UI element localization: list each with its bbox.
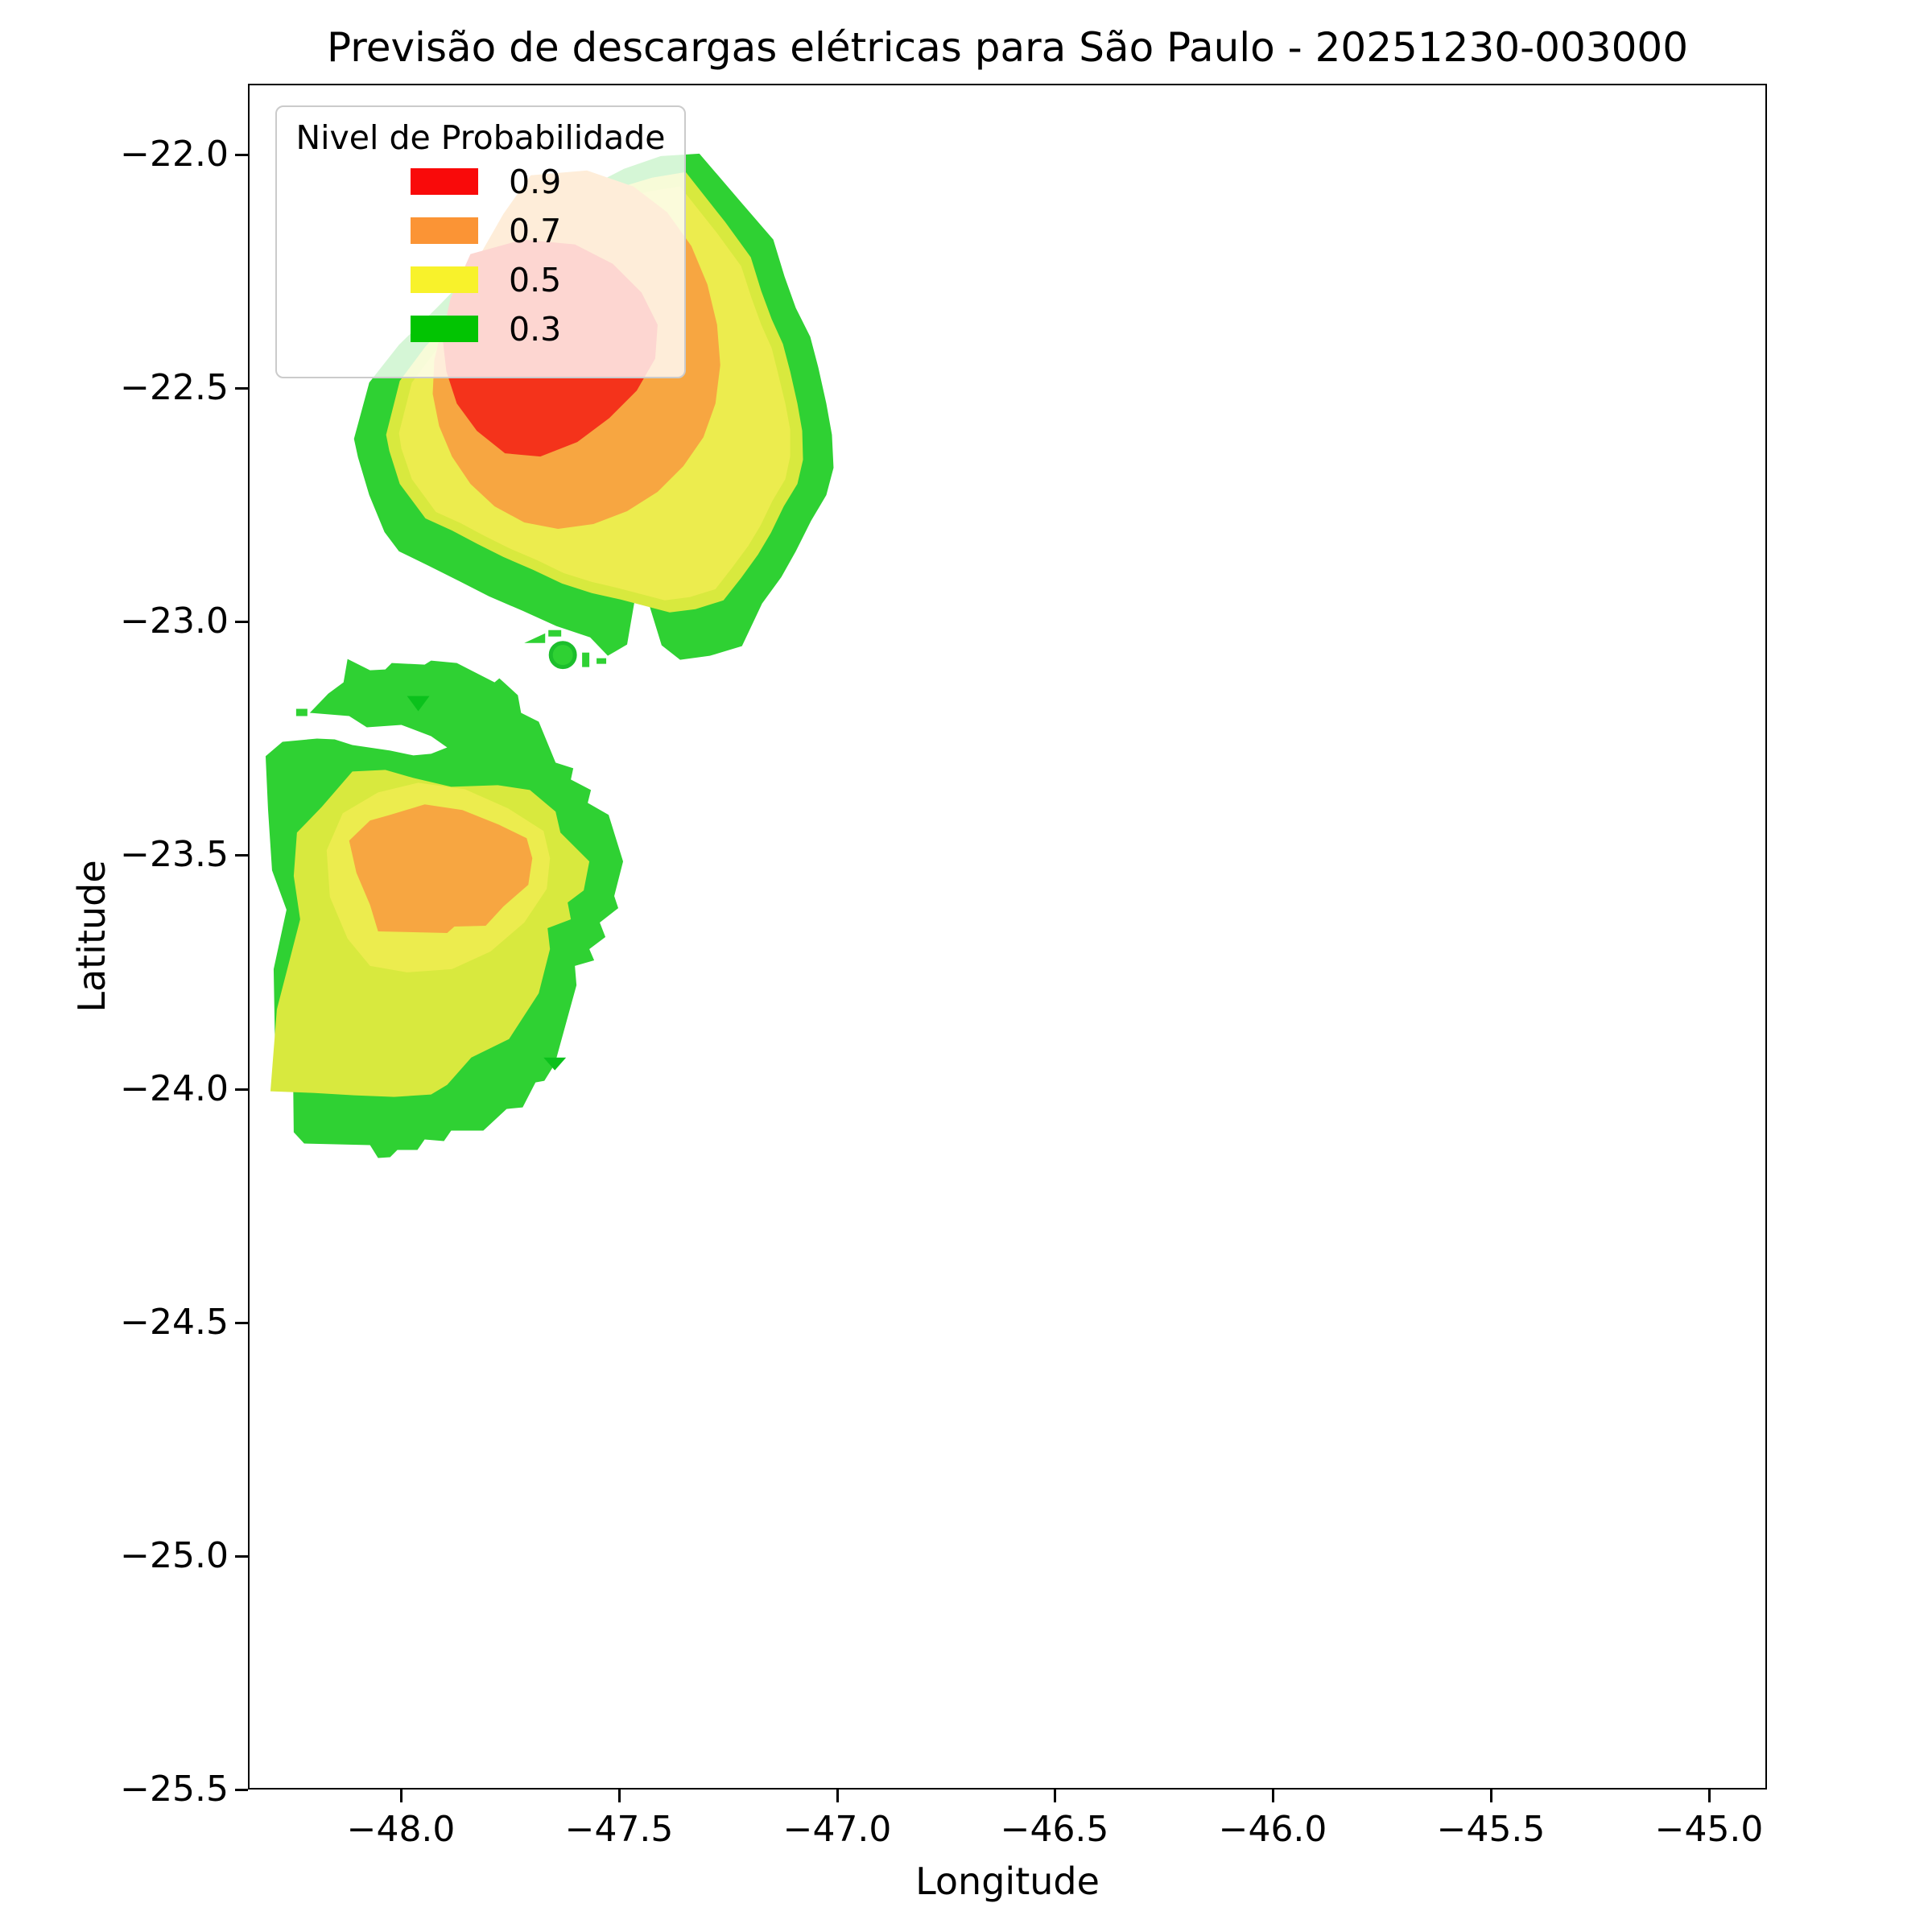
x-tick-label-−46.0: −46.0 bbox=[1218, 1809, 1327, 1850]
x-tick-mark-−45.0 bbox=[1707, 1790, 1711, 1802]
x-tick-mark-−46.0 bbox=[1271, 1790, 1274, 1802]
contour-region-speck-deep-triangle-2 bbox=[543, 1057, 567, 1071]
plot-title: Previsão de descargas elétricas para São… bbox=[326, 24, 1689, 71]
y-tick-mark-−23.5 bbox=[235, 853, 248, 857]
legend-swatch-0.7 bbox=[411, 217, 478, 244]
legend-swatch-0.5 bbox=[411, 266, 478, 293]
legend-label-0.9: 0.9 bbox=[509, 162, 562, 201]
legend-title: Nivel de Probabilidade bbox=[295, 118, 666, 157]
contour-region-speck-triangle-1 bbox=[524, 633, 546, 643]
y-tick-label-−25.5: −25.5 bbox=[120, 1769, 229, 1810]
contour-region-speck-rect-4 bbox=[295, 708, 308, 716]
y-tick-label-−22.0: −22.0 bbox=[120, 134, 229, 175]
x-tick-mark-−46.5 bbox=[1053, 1790, 1056, 1802]
legend-swatch-0.3 bbox=[411, 316, 478, 342]
x-tick-mark-−48.0 bbox=[399, 1790, 402, 1802]
x-tick-label-−47.0: −47.0 bbox=[782, 1809, 892, 1850]
x-tick-label-−46.5: −46.5 bbox=[1000, 1809, 1109, 1850]
legend-entry-0.7: 0.7 bbox=[277, 206, 684, 255]
y-tick-label-−24.0: −24.0 bbox=[120, 1068, 229, 1109]
y-tick-mark-−23.0 bbox=[235, 620, 248, 623]
y-tick-mark-−22.5 bbox=[235, 386, 248, 390]
legend-entry-0.3: 0.3 bbox=[277, 304, 684, 353]
x-tick-mark-−47.5 bbox=[617, 1790, 621, 1802]
x-tick-mark-−47.0 bbox=[836, 1790, 839, 1802]
legend-label-0.7: 0.7 bbox=[509, 211, 562, 250]
y-tick-label-−25.0: −25.0 bbox=[120, 1535, 229, 1576]
legend-label-0.5: 0.5 bbox=[509, 260, 562, 299]
y-tick-label-−23.5: −23.5 bbox=[120, 834, 229, 875]
x-tick-label-−48.0: −48.0 bbox=[346, 1809, 456, 1850]
y-tick-mark-−24.5 bbox=[235, 1321, 248, 1324]
x-tick-label-−47.5: −47.5 bbox=[564, 1809, 674, 1850]
legend-entry-0.5: 0.5 bbox=[277, 255, 684, 304]
x-tick-label-−45.5: −45.5 bbox=[1436, 1809, 1546, 1850]
y-tick-label-−24.5: −24.5 bbox=[120, 1302, 229, 1343]
contour-region-speck-rect-3 bbox=[597, 658, 607, 664]
legend-entry-0.9: 0.9 bbox=[277, 157, 684, 206]
contour-region-speck-rect-1 bbox=[548, 630, 562, 637]
legend: Nivel de Probabilidade 0.9 0.7 0.5 0.3 bbox=[275, 105, 686, 378]
plot-area: Nivel de Probabilidade 0.9 0.7 0.5 0.3 bbox=[248, 84, 1767, 1790]
y-tick-label-−23.0: −23.0 bbox=[120, 601, 229, 642]
y-tick-mark-−25.0 bbox=[235, 1554, 248, 1558]
contour-region-southwest-orange-0.7 bbox=[349, 804, 533, 934]
y-tick-mark-−22.0 bbox=[235, 153, 248, 156]
y-axis-label: Latitude bbox=[70, 860, 114, 1013]
y-tick-mark-−24.0 bbox=[235, 1088, 248, 1091]
y-tick-mark-−25.5 bbox=[235, 1788, 248, 1791]
x-axis-label: Longitude bbox=[915, 1860, 1100, 1903]
contour-region-speck-rect-2 bbox=[582, 652, 590, 667]
legend-label-0.3: 0.3 bbox=[509, 309, 562, 349]
legend-swatch-0.9 bbox=[411, 168, 478, 195]
contour-region-speck-marker-circle bbox=[548, 641, 577, 670]
x-tick-mark-−45.5 bbox=[1489, 1790, 1492, 1802]
y-tick-label-−22.5: −22.5 bbox=[120, 367, 229, 408]
contour-region-speck-deep-triangle-1 bbox=[407, 696, 430, 712]
legend-entries: 0.9 0.7 0.5 0.3 bbox=[277, 157, 684, 353]
x-tick-label-−45.0: −45.0 bbox=[1654, 1809, 1764, 1850]
